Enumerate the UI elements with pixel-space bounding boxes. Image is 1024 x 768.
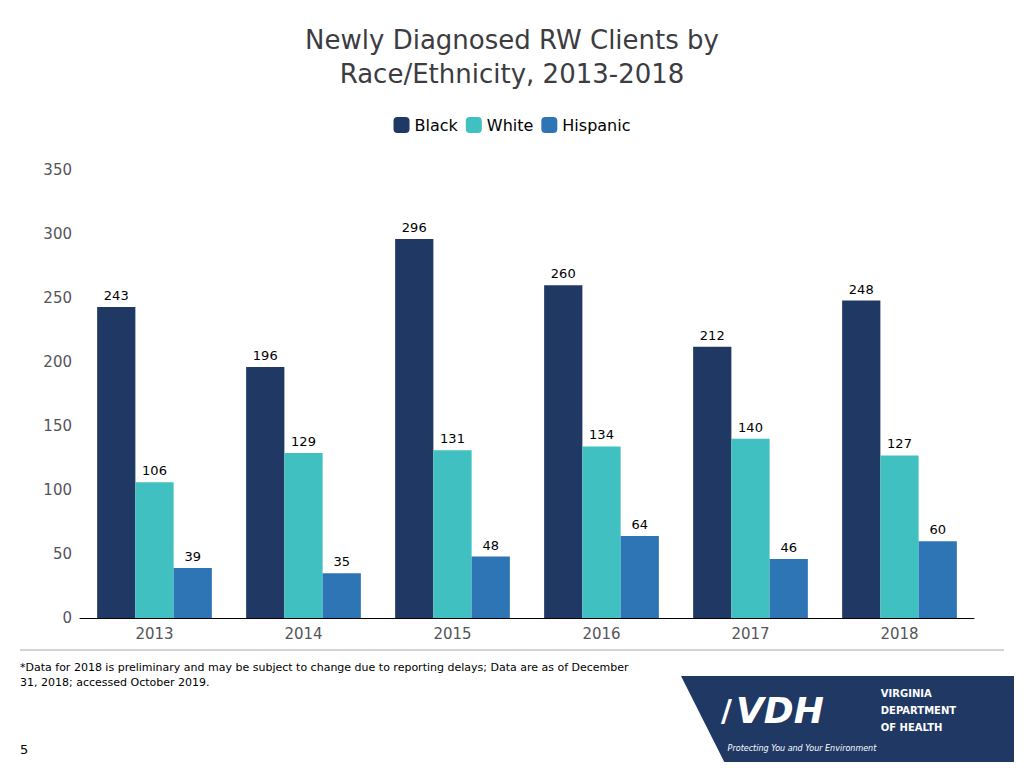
svg-text:129: 129 <box>291 434 316 449</box>
svg-text:243: 243 <box>104 288 129 303</box>
svg-text:5: 5 <box>20 742 28 757</box>
svg-text:350: 350 <box>43 161 72 179</box>
svg-text:Race/Ethnicity, 2013-2018: Race/Ethnicity, 2013-2018 <box>340 59 685 89</box>
svg-text:250: 250 <box>43 289 72 307</box>
svg-text:Protecting You and Your Enviro: Protecting You and Your Environment <box>728 744 878 753</box>
svg-text:DEPARTMENT: DEPARTMENT <box>881 705 957 716</box>
svg-text:134: 134 <box>589 427 614 442</box>
svg-text:106: 106 <box>142 463 167 478</box>
svg-text:50: 50 <box>53 545 72 563</box>
svg-text:127: 127 <box>887 436 912 451</box>
svg-text:39: 39 <box>184 549 201 564</box>
svg-text:OF HEALTH: OF HEALTH <box>881 722 943 733</box>
svg-text:Hispanic: Hispanic <box>562 116 630 135</box>
svg-text:200: 200 <box>43 353 72 371</box>
svg-text:296: 296 <box>402 220 427 235</box>
svg-text:2014: 2014 <box>284 625 322 643</box>
svg-text:2015: 2015 <box>433 625 471 643</box>
svg-text:300: 300 <box>43 225 72 243</box>
svg-text:0: 0 <box>62 609 72 627</box>
svg-text:131: 131 <box>440 431 465 446</box>
svg-text:/: / <box>721 693 732 728</box>
svg-text:64: 64 <box>631 517 648 532</box>
svg-text:196: 196 <box>253 348 278 363</box>
svg-text:140: 140 <box>738 420 763 435</box>
svg-text:2018: 2018 <box>880 625 918 643</box>
svg-text:VIRGINIA: VIRGINIA <box>881 688 932 699</box>
svg-text:Newly Diagnosed RW Clients by: Newly Diagnosed RW Clients by <box>305 25 719 55</box>
svg-text:Black: Black <box>415 116 459 135</box>
svg-text:2016: 2016 <box>582 625 620 643</box>
svg-text:35: 35 <box>333 554 350 569</box>
svg-text:60: 60 <box>929 522 946 537</box>
svg-text:2013: 2013 <box>135 625 173 643</box>
svg-text:212: 212 <box>700 328 725 343</box>
svg-text:White: White <box>487 116 534 135</box>
svg-text:48: 48 <box>482 538 499 553</box>
svg-text:2017: 2017 <box>731 625 769 643</box>
svg-text:260: 260 <box>551 266 576 281</box>
svg-text:46: 46 <box>780 540 797 555</box>
svg-text:*Data for 2018 is preliminary: *Data for 2018 is preliminary and may be… <box>20 661 629 674</box>
svg-text:VDH: VDH <box>736 690 824 731</box>
svg-text:150: 150 <box>43 417 72 435</box>
svg-text:100: 100 <box>43 481 72 499</box>
svg-text:248: 248 <box>849 282 874 297</box>
svg-text:31, 2018; accessed October 201: 31, 2018; accessed October 2019. <box>20 676 210 689</box>
